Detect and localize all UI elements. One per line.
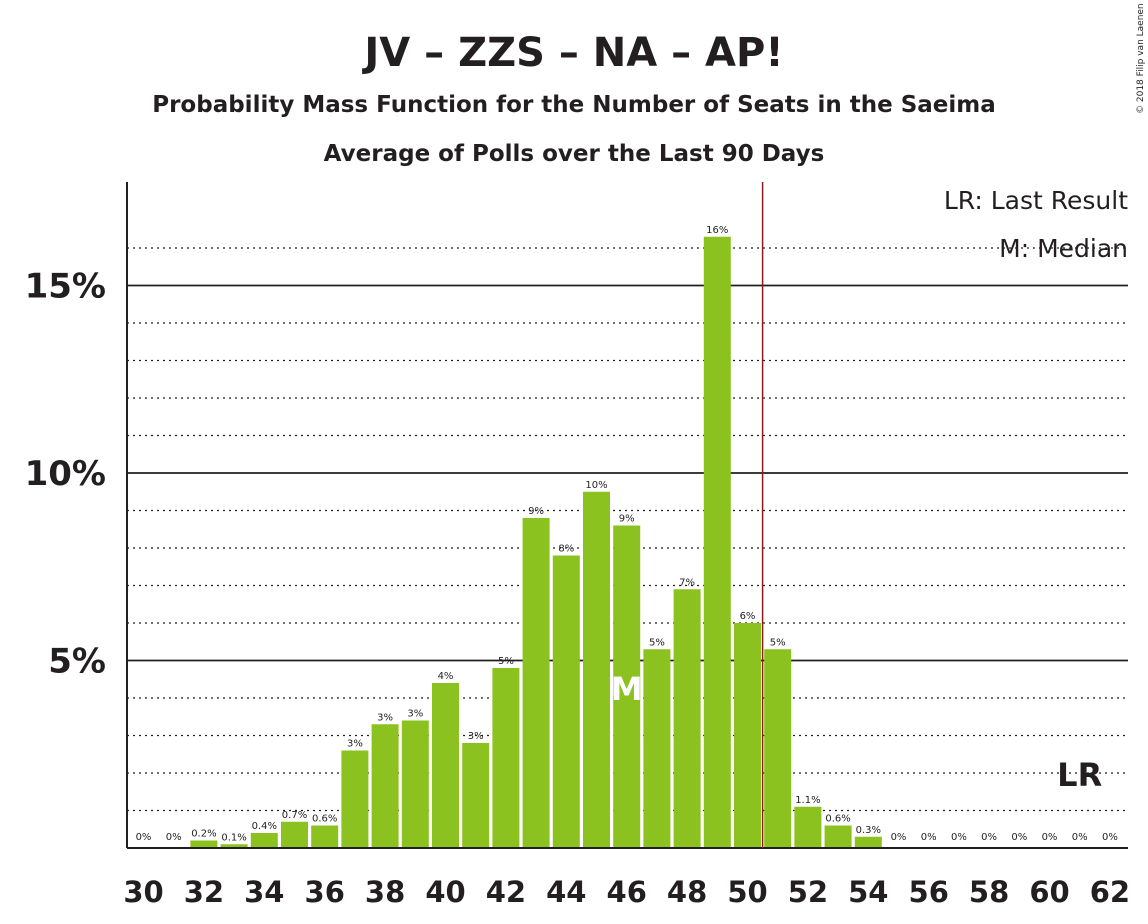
x-axis-ticks: 30 32 34 36 38 40 42 44 46 48 50 52 54 56 58 60 62 — [123, 875, 1130, 909]
bar-seat-33 — [220, 844, 248, 848]
bar-seat-48 — [673, 589, 701, 848]
bar-data-label: 0% — [921, 832, 937, 843]
bar-data-label: 6% — [740, 611, 756, 622]
bar-data-label: 0% — [166, 832, 182, 843]
x-tick-label: 34 — [244, 875, 284, 909]
bar-data-label: 0% — [1102, 832, 1118, 843]
x-tick-label: 30 — [123, 875, 163, 909]
bar-data-label: 8% — [558, 544, 574, 555]
bar-seat-34 — [250, 833, 278, 848]
bar-data-label: 0% — [981, 832, 997, 843]
x-tick-label: 46 — [607, 875, 647, 909]
bar-seat-43 — [522, 518, 550, 848]
x-tick-label: 36 — [305, 875, 345, 909]
bar-data-label: 9% — [619, 514, 635, 525]
bar-seat-37 — [341, 750, 369, 848]
bar-seat-36 — [311, 825, 339, 848]
bar-data-label: 0.4% — [252, 821, 277, 832]
last-result-marker: LR — [1057, 756, 1102, 794]
bar-data-label: 0.7% — [282, 810, 307, 821]
bar-data-label: 10% — [585, 480, 607, 491]
bar-seat-32 — [190, 840, 218, 848]
bar-data-label: 5% — [649, 637, 665, 648]
bar-data-label: 4% — [438, 671, 454, 682]
bar-data-label: 0% — [951, 832, 967, 843]
y-tick-label: 15% — [25, 267, 106, 307]
bar-data-label: 0.6% — [825, 814, 850, 825]
x-tick-label: 54 — [848, 875, 888, 909]
bar-data-label: 0% — [1011, 832, 1027, 843]
bar-data-label: 7% — [679, 577, 695, 588]
x-tick-label: 56 — [909, 875, 949, 909]
bar-seat-39 — [401, 720, 429, 848]
y-tick-label: 10% — [25, 454, 106, 494]
bar-data-label: 0.6% — [312, 814, 337, 825]
x-tick-label: 44 — [546, 875, 586, 909]
bar-seat-52 — [794, 806, 822, 848]
bar-data-label: 5% — [498, 656, 514, 667]
bar-data-label: 3% — [377, 712, 393, 723]
x-tick-label: 60 — [1029, 875, 1069, 909]
bar-seat-41 — [462, 743, 490, 848]
bar-seat-35 — [281, 821, 308, 848]
bar-data-label: 3% — [347, 739, 363, 750]
bar-seat-45 — [583, 491, 610, 848]
bars — [190, 236, 882, 848]
x-tick-label: 62 — [1090, 875, 1130, 909]
bar-data-label: 3% — [407, 709, 423, 720]
bar-data-label: 16% — [706, 225, 728, 236]
bar-seat-53 — [824, 825, 852, 848]
bar-seat-49 — [703, 236, 731, 848]
y-axis-ticks: 5% 10% 15% — [25, 267, 106, 682]
bar-data-label: 0% — [891, 832, 907, 843]
x-tick-label: 40 — [425, 875, 465, 909]
x-tick-label: 52 — [788, 875, 828, 909]
bar-data-label: 0.1% — [221, 832, 246, 843]
legend-median: M: Median — [999, 234, 1128, 263]
bar-seat-50 — [734, 623, 761, 848]
x-tick-label: 58 — [969, 875, 1009, 909]
chart-subtitle: Probability Mass Function for the Number… — [152, 92, 996, 118]
bar-data-label: 5% — [770, 637, 786, 648]
bar-data-label: 1.1% — [795, 795, 820, 806]
bar-seat-54 — [854, 836, 882, 848]
bar-labels: 0% 0% 0.2% 0.1% 0.4% 0.7% 0.6% 3% 3% 3% 4% 3% 5% 9% 8%… — [136, 225, 1118, 844]
x-tick-label: 42 — [486, 875, 526, 909]
x-tick-label: 50 — [727, 875, 767, 909]
legend-last-result: LR: Last Result — [944, 186, 1128, 215]
bar-seat-42 — [492, 668, 520, 848]
gridlines — [127, 247, 1128, 812]
chart-subtitle-period: Average of Polls over the Last 90 Days — [324, 141, 825, 167]
bar-seat-51 — [764, 649, 792, 848]
x-tick-label: 48 — [667, 875, 707, 909]
bar-seat-38 — [371, 724, 399, 848]
bar-seat-47 — [643, 649, 671, 848]
x-tick-label: 38 — [365, 875, 405, 909]
x-tick-label: 32 — [184, 875, 224, 909]
bar-data-label: 0.3% — [856, 825, 881, 836]
bar-data-label: 0% — [1042, 832, 1058, 843]
bar-data-label: 0.2% — [191, 829, 216, 840]
bar-data-label: 3% — [468, 731, 484, 742]
bar-seat-46 — [613, 525, 641, 848]
y-tick-label: 5% — [48, 642, 106, 682]
bar-data-label: 9% — [528, 506, 544, 517]
bar-seat-40 — [432, 683, 459, 848]
bar-seat-44 — [552, 555, 580, 848]
copyright-notice: © 2018 Filip van Laenen — [1136, 3, 1146, 114]
bar-data-label: 0% — [1072, 832, 1088, 843]
bar-data-label: 0% — [136, 832, 152, 843]
chart-title: JV – ZZS – NA – AP! — [361, 30, 783, 76]
median-marker: M — [611, 670, 643, 708]
